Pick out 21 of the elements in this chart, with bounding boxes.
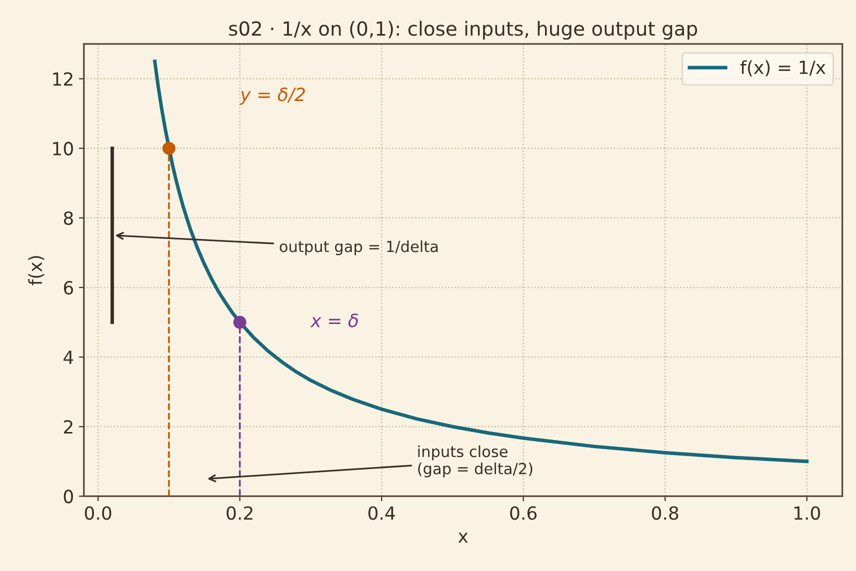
- y-tick-label: 10: [53, 142, 73, 156]
- legend-label: f(x) = 1/x: [740, 60, 826, 76]
- y-axis-title: f(x): [28, 256, 44, 286]
- x-tick-label: 1.0: [794, 506, 820, 520]
- annotation: inputs close (gap = delta/2): [418, 445, 532, 478]
- chart-title: s02 · 1/x on (0,1): close inputs, huge output gap: [229, 20, 698, 40]
- annotation: x = δ: [310, 314, 358, 328]
- y-tick-label: 4: [64, 350, 74, 364]
- x-tick-label: 0.0: [84, 506, 112, 520]
- x-tick-label: 0.2: [226, 506, 252, 520]
- x-tick-label: 0.6: [510, 506, 537, 520]
- y-tick-label: 6: [64, 280, 74, 295]
- y-tick-label: 2: [64, 420, 72, 434]
- x-tick-label: 0.8: [652, 506, 678, 520]
- annotation: output gap = 1/delta: [280, 240, 438, 256]
- y-tick-label: 8: [64, 211, 73, 226]
- annotation: y = δ/2: [240, 88, 305, 105]
- x-tick-label: 0.4: [368, 506, 395, 520]
- y-tick-label: 12: [53, 72, 72, 86]
- x-axis-title: x: [458, 532, 468, 543]
- y-tick-label: 0: [64, 490, 73, 504]
